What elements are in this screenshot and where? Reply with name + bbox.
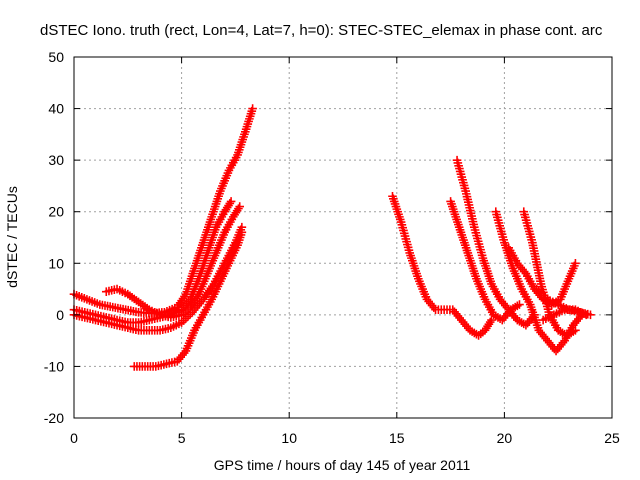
- y-tick-label: 10: [48, 255, 64, 271]
- data-point: [248, 104, 257, 113]
- x-tick-label: 10: [281, 430, 297, 446]
- data-point: [226, 197, 236, 206]
- x-tick-labels: 0 5 10 15 20 25: [70, 430, 620, 446]
- y-tick-label: 30: [48, 152, 64, 168]
- chart-title: dSTEC Iono. truth (rect, Lon=4, Lat=7, h…: [40, 22, 603, 39]
- data-point: [571, 258, 580, 268]
- series-10: [519, 207, 580, 340]
- data-point: [235, 202, 245, 211]
- data-point: [487, 315, 496, 325]
- series-6: [388, 191, 496, 340]
- series-3: [101, 202, 245, 322]
- data-point: [571, 326, 580, 335]
- x-tick-label: 0: [70, 430, 78, 446]
- y-tick-label: -10: [44, 358, 64, 374]
- y-axis-label: dSTEC / TECUs: [4, 186, 20, 288]
- tick-marks: [73, 56, 613, 419]
- x-axis-label: GPS time / hours of day 145 of year 2011: [214, 457, 471, 473]
- y-tick-labels: -20 -10 0 10 20 30 40 50: [44, 49, 64, 426]
- x-tick-label: 25: [604, 430, 620, 446]
- x-tick-label: 20: [497, 430, 513, 446]
- data-point: [581, 310, 591, 320]
- y-tick-label: 20: [48, 204, 64, 220]
- y-tick-label: -20: [44, 410, 64, 426]
- plot-frame: [73, 56, 613, 419]
- y-tick-label: 0: [56, 307, 64, 323]
- x-tick-label: 15: [389, 430, 405, 446]
- x-tick-label: 5: [178, 430, 186, 446]
- data-point: [237, 228, 247, 237]
- data-point: [515, 300, 524, 309]
- series-1: [69, 104, 257, 318]
- series-13: [538, 305, 591, 325]
- y-tick-label: 40: [48, 101, 64, 117]
- series-5: [129, 228, 247, 371]
- data-points: [69, 104, 595, 371]
- y-tick-label: 50: [48, 49, 64, 65]
